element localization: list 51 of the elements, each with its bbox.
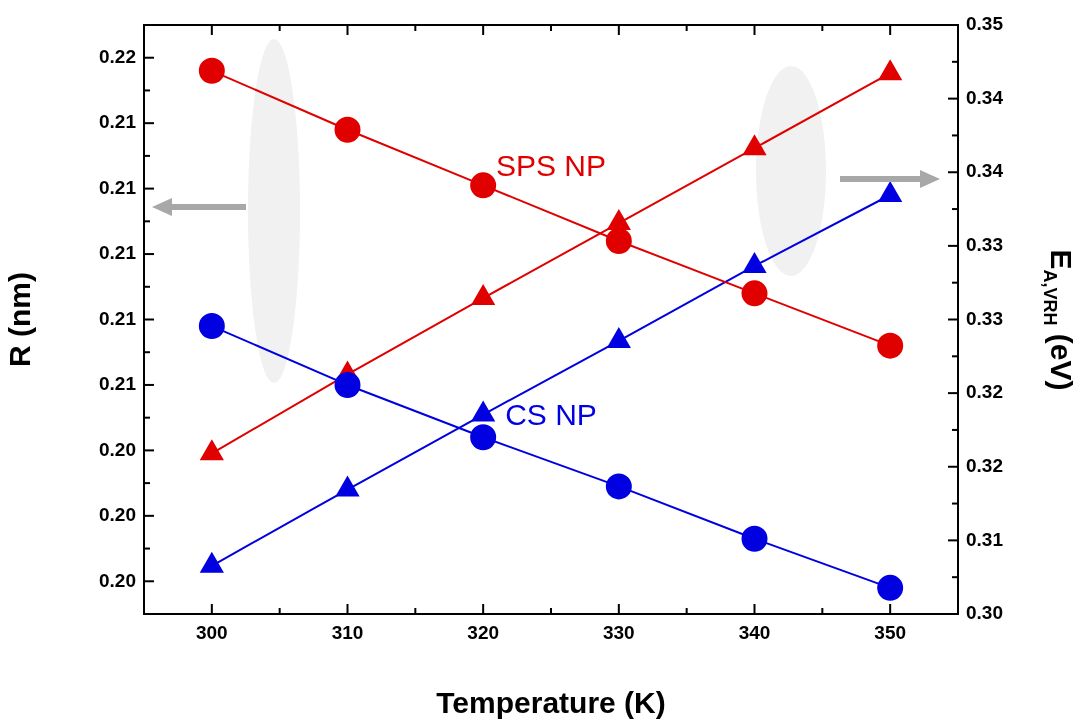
point	[470, 172, 497, 199]
y2-tick-label: 0.32	[966, 454, 1003, 476]
y-tick-label: 0.21	[99, 176, 137, 198]
point	[605, 227, 632, 254]
point	[877, 574, 904, 601]
point	[200, 552, 224, 573]
y2-tick-label: 0.34	[966, 86, 1004, 108]
y2-tick-label: 0.34	[966, 160, 1004, 182]
point	[877, 332, 904, 359]
point	[878, 60, 902, 81]
point	[878, 182, 902, 203]
y-tick-label: 0.21	[99, 373, 137, 395]
x-tick-label: 310	[331, 621, 364, 643]
y-axis-title: R (nm)	[3, 272, 37, 367]
series-label: SPS NP	[495, 149, 607, 183]
point	[471, 285, 495, 306]
y2-tick-label: 0.35	[966, 13, 1004, 35]
point	[198, 57, 225, 84]
point	[607, 327, 631, 348]
point	[741, 280, 768, 307]
y2-tick-label: 0.33	[966, 234, 1003, 256]
x-tick-label: 350	[874, 621, 907, 643]
point	[605, 473, 632, 500]
x-tick-label: 320	[467, 621, 500, 643]
y2-tick-label: 0.30	[966, 602, 1003, 624]
point	[470, 424, 497, 451]
x-tick-label: 340	[738, 621, 771, 643]
point	[743, 135, 766, 156]
point	[607, 210, 631, 231]
x-axis-title: Temperature (K)	[436, 686, 666, 720]
y-tick-label: 0.22	[99, 45, 136, 67]
y-tick-label: 0.20	[99, 438, 136, 460]
point	[471, 401, 495, 422]
y-tick-label: 0.21	[99, 307, 137, 329]
point	[336, 476, 359, 497]
y-tick-label: 0.21	[99, 111, 137, 133]
x-tick-label: 330	[602, 621, 635, 643]
point	[198, 313, 225, 340]
y-tick-label: 0.20	[99, 504, 136, 526]
y2-tick-label: 0.31	[966, 528, 1004, 550]
y2-tick-label: 0.32	[966, 381, 1003, 403]
point	[334, 371, 361, 398]
point	[200, 440, 224, 461]
y-tick-label: 0.21	[99, 242, 137, 264]
series-label: CS NP	[505, 398, 597, 432]
point	[334, 116, 361, 143]
point	[743, 252, 766, 273]
point	[741, 525, 768, 552]
y2-tick-label: 0.33	[966, 307, 1003, 329]
x-tick-label: 300	[195, 621, 228, 643]
y-tick-label: 0.20	[99, 569, 136, 591]
